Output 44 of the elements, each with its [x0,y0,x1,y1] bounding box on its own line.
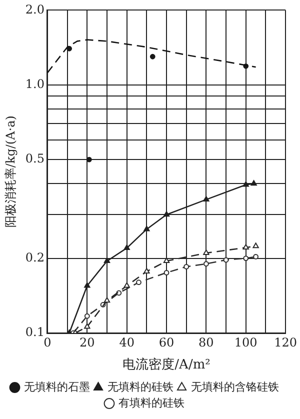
point [66,46,72,52]
point [144,226,150,232]
y-tick-label: 1.0 [25,77,44,92]
x-tick-label: 40 [119,335,134,350]
point [223,257,229,263]
x-tick-label: 80 [198,335,214,350]
y-tick-label: 0.2 [25,250,44,264]
point [253,254,258,260]
point [136,280,142,286]
x-tick-label: 120 [274,335,297,350]
point [203,261,209,267]
point [104,297,110,303]
point [184,264,190,270]
point [84,282,90,288]
legend-label: 无填料的含铬硅铁 [190,380,279,394]
legend-label: 无填料的石墨 [24,380,90,394]
x-tick-label: 60 [158,335,174,350]
point [86,156,92,162]
point [252,242,259,248]
x-tick-label: 0 [44,335,52,350]
point [242,181,249,187]
point [203,196,210,202]
point [163,211,170,217]
point [124,244,130,250]
point [242,244,249,250]
point [203,250,210,256]
point [144,268,150,274]
point [250,180,257,186]
x-tick-label: 100 [234,335,258,350]
point [164,270,170,276]
y-tick-label: 0.1 [25,325,44,340]
legend-label: 有填料的硅铁 [118,396,184,410]
point [243,256,249,262]
x-axis-title: 电流密度/A/m² [122,356,210,373]
point [124,282,130,288]
point [150,54,156,60]
y-axis-title: 阳极消耗率/kg/(A·a) [3,116,18,228]
y-tick-label: 0.5 [25,152,44,166]
point [84,313,90,319]
point [84,323,90,329]
legend-label: 无填料的硅铁 [107,380,174,394]
y-tick-label: 2.0 [25,2,44,16]
x-tick-label: 20 [80,335,95,350]
line-series [47,39,256,74]
